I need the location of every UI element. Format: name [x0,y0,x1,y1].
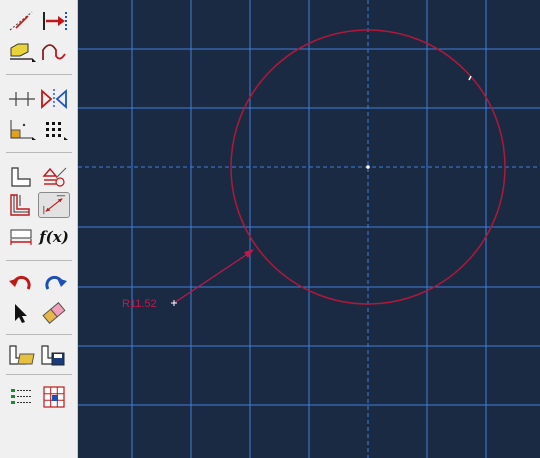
radial-dimension-label[interactable]: R11.52 [122,298,157,310]
save-sketch-icon[interactable] [38,342,70,368]
undo-icon[interactable] [6,270,38,296]
redo-icon[interactable] [38,270,70,296]
profile-icon[interactable] [6,164,38,190]
edit-dimension-icon[interactable] [6,224,38,250]
table-icon[interactable] [38,384,70,410]
list-options-icon[interactable] [6,384,38,410]
offset-icon[interactable] [6,192,38,218]
sketch-svg [78,0,540,458]
toolbar-separator [6,74,72,75]
create-spline-icon[interactable] [38,38,70,64]
toolbar-separator [6,334,72,335]
reference-point-icon[interactable] [6,116,38,142]
select-arrow-icon[interactable] [6,300,38,326]
dimension-leader-line [173,250,253,304]
mirror-icon[interactable] [38,86,70,112]
constraint-symbol-icon[interactable] [38,164,70,190]
open-sketch-icon[interactable] [6,342,38,368]
function-label: f(x) [39,228,69,246]
radial-dimension-icon[interactable] [38,192,70,218]
eraser-icon[interactable] [38,300,70,326]
sketch-toolbar: f(x) [0,0,78,458]
toolbar-separator [6,260,72,261]
grid-points-icon[interactable] [38,116,70,142]
dimension-arrowhead [244,249,254,258]
toolbar-separator [6,374,72,375]
sketch-axes [78,0,540,458]
dimension-anchor-cross [171,300,177,306]
create-shape-icon[interactable] [6,38,38,64]
add-constraint-arrow-icon[interactable] [38,8,70,34]
sketch-canvas[interactable]: R11.52 [78,0,540,458]
sketch-circle[interactable] [230,29,506,305]
toolbar-separator [6,152,72,153]
split-line-icon[interactable] [6,86,38,112]
function-icon[interactable]: f(x) [38,224,70,250]
circle-center-point[interactable] [366,165,370,169]
create-line-icon[interactable] [6,8,38,34]
circle-edge-marker [468,75,472,81]
sketch-grid [78,0,540,458]
